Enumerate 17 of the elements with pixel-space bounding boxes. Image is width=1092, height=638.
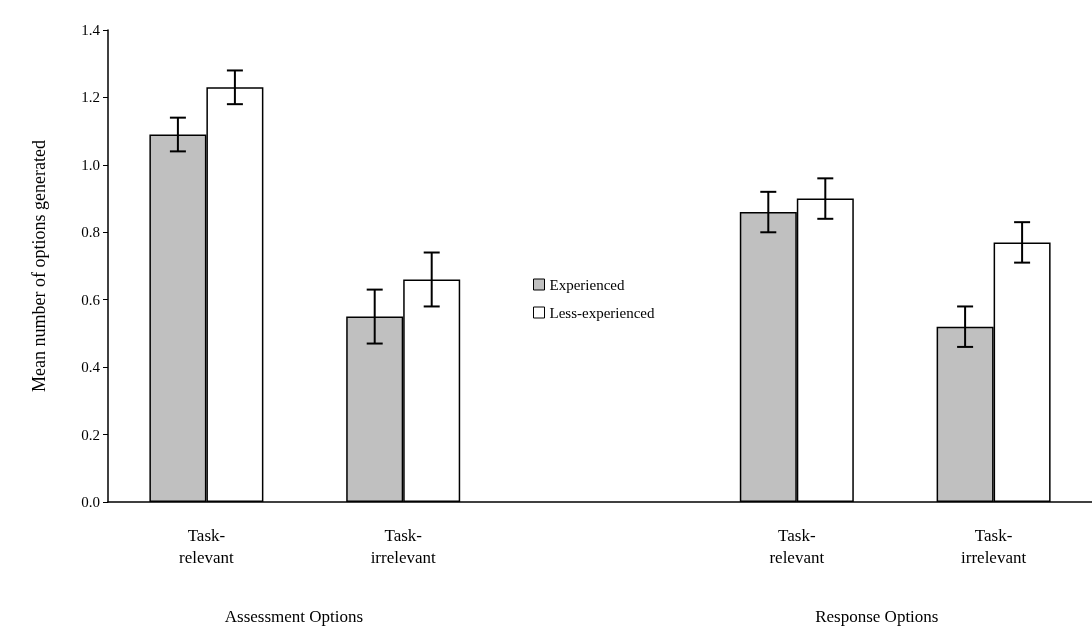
y-axis-title: Mean number of options generated xyxy=(29,140,49,392)
y-tick-label: 0.4 xyxy=(81,359,101,376)
y-tick-label: 0.0 xyxy=(81,494,100,510)
x-tick-label: Task-irrelevant xyxy=(961,525,1027,567)
text: Response Options xyxy=(815,607,939,626)
legend-label: Experienced xyxy=(549,276,625,293)
x-tick-label: Task-relevant xyxy=(769,525,825,567)
x-tick-label: Task-relevant xyxy=(179,525,235,567)
y-tick-label: 1.2 xyxy=(81,89,100,106)
y-tick-label: 1.0 xyxy=(81,156,100,173)
y-tick-label: 0.8 xyxy=(81,224,100,241)
y-tick-label: 1.4 xyxy=(81,22,101,38)
legend-label: Less-experienced xyxy=(549,304,655,321)
x-tick-label: Task-irrelevant xyxy=(370,525,437,567)
y-tick-label: 0.2 xyxy=(81,426,100,443)
text: Assessment Options xyxy=(224,607,364,626)
y-tick-label: 0.6 xyxy=(81,291,101,308)
